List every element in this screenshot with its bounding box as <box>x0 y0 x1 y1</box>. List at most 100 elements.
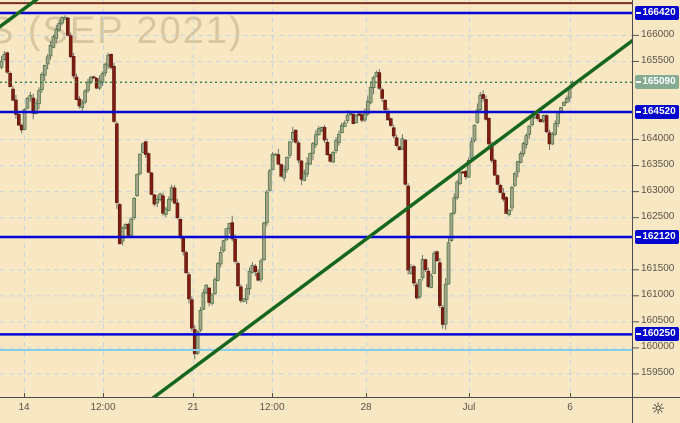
price-badge-166420[interactable]: 166420 <box>635 6 679 21</box>
candle <box>423 259 428 270</box>
candle <box>117 204 122 245</box>
candle <box>135 173 139 196</box>
candle <box>187 274 191 300</box>
candle <box>8 73 12 87</box>
candle <box>129 218 134 236</box>
candle <box>507 209 511 215</box>
price-axis-label-159500: 159500 <box>641 367 675 379</box>
candle <box>316 128 321 136</box>
candle <box>458 172 462 184</box>
candle <box>262 222 266 261</box>
candle <box>270 154 275 171</box>
candle <box>368 86 373 103</box>
candle <box>77 98 82 107</box>
candle <box>57 23 61 31</box>
candle <box>389 118 393 126</box>
candle <box>363 113 367 121</box>
price-badge-160250[interactable]: 160250 <box>635 327 679 342</box>
candle <box>227 223 232 229</box>
time-axis-label-28: 28 <box>360 402 372 413</box>
candle <box>539 119 543 123</box>
candle <box>481 94 485 99</box>
candle <box>498 185 503 193</box>
candle <box>250 265 255 273</box>
trendline-1[interactable] <box>110 35 640 423</box>
candle <box>34 102 38 114</box>
time-axis-label-Jul: Jul <box>462 402 476 413</box>
price-badge-162120[interactable]: 162120 <box>635 229 679 244</box>
candle <box>221 240 226 252</box>
trendlines <box>0 0 640 423</box>
price-axis-label-160000: 160000 <box>641 341 675 353</box>
time-axis-label-12:00: 12:00 <box>90 402 116 413</box>
candle <box>443 283 448 325</box>
candle <box>397 146 402 151</box>
badge-price-text: 166420 <box>642 7 676 19</box>
candle <box>354 114 359 124</box>
badge-tick-mark <box>636 333 641 336</box>
candle <box>126 223 131 236</box>
candle <box>461 171 465 174</box>
candle <box>308 153 312 165</box>
price-axis-label-160500: 160500 <box>641 315 675 327</box>
candle <box>109 53 113 68</box>
candle <box>547 132 552 145</box>
candle <box>302 173 307 181</box>
candle <box>218 252 223 265</box>
candle <box>120 227 125 242</box>
candle <box>5 52 10 73</box>
candle <box>391 127 396 137</box>
candle <box>492 159 497 176</box>
candle <box>305 162 310 175</box>
candle <box>365 101 370 115</box>
candle <box>524 135 529 145</box>
candle <box>495 175 500 185</box>
candle <box>331 152 335 163</box>
candle <box>224 228 229 241</box>
candle <box>521 143 526 155</box>
candle <box>181 237 185 252</box>
time-axis-label-14: 14 <box>18 402 30 413</box>
candle <box>190 299 194 329</box>
candle <box>510 187 514 209</box>
candle <box>60 17 64 24</box>
candle <box>244 288 249 300</box>
candle <box>371 77 376 89</box>
candle <box>334 140 338 152</box>
candle <box>484 99 488 120</box>
candle <box>325 141 330 156</box>
candle <box>132 198 136 219</box>
trendline-2[interactable] <box>0 0 40 31</box>
vertical-gridlines <box>24 0 571 397</box>
candle <box>319 127 324 132</box>
price-levels <box>0 2 633 351</box>
candle <box>527 125 532 135</box>
candle <box>293 129 298 143</box>
candle <box>414 284 419 299</box>
candle <box>452 197 457 214</box>
candle <box>201 292 206 310</box>
candle <box>172 187 177 204</box>
candle <box>273 153 278 156</box>
price-badge-165090[interactable]: 165090 <box>635 75 679 90</box>
candle-bodies <box>0 16 575 355</box>
candle <box>478 94 483 110</box>
candle <box>501 192 506 200</box>
candle <box>282 169 286 179</box>
price-badge-164520[interactable]: 164520 <box>635 104 679 119</box>
candle <box>11 88 15 101</box>
badge-price-text: 162120 <box>642 230 676 242</box>
candle <box>383 100 387 110</box>
chart-settings-button[interactable]: ☼ <box>644 397 672 420</box>
candle <box>74 76 79 100</box>
candle <box>556 112 560 124</box>
candle <box>230 222 235 240</box>
candle <box>296 142 301 161</box>
candle <box>22 109 27 130</box>
candle <box>83 90 87 103</box>
candle <box>412 266 416 284</box>
candle <box>409 267 413 274</box>
candle <box>146 153 151 173</box>
